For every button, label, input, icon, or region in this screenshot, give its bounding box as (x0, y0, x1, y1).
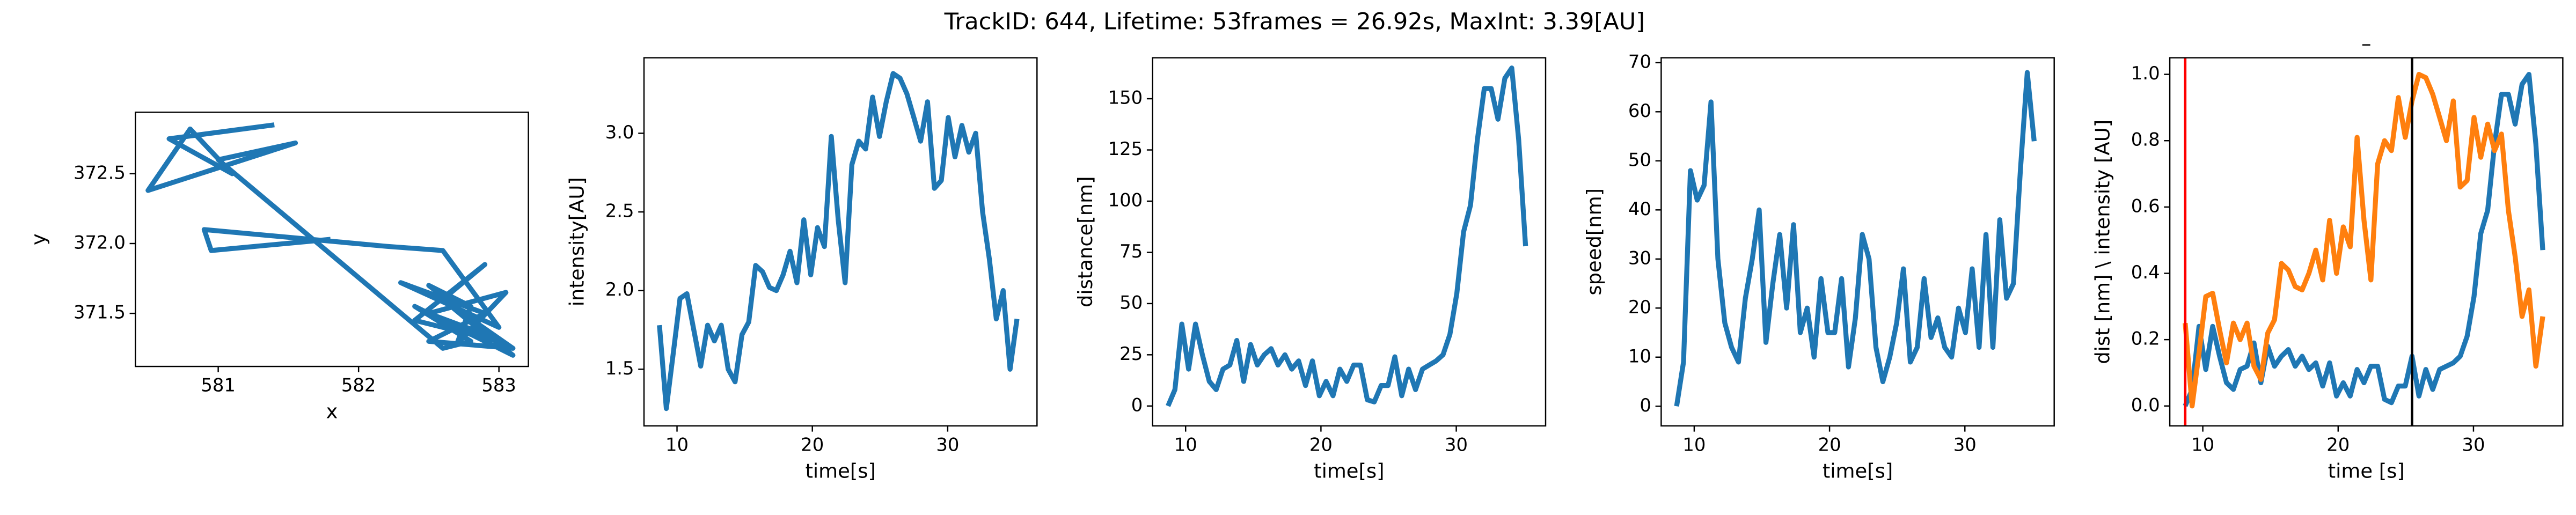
data-line (657, 71, 1020, 411)
data-line (1166, 65, 1528, 407)
y-tick-label: 60 (1628, 100, 1651, 121)
x-tick-label: 10 (2191, 434, 2214, 455)
x-axis-label: time[s] (805, 459, 875, 482)
y-tick-label: 100 (1108, 189, 1143, 210)
y-axis-label: y (27, 233, 50, 245)
y-tick-label: 0.8 (2131, 129, 2160, 150)
x-tick-label: 10 (1174, 434, 1197, 455)
x-tick-label: 30 (936, 434, 959, 455)
x-tick-label: 10 (665, 434, 689, 455)
figure-title: TrackID: 644, Lifetime: 53frames = 26.92… (944, 9, 1645, 35)
y-tick-label: 1.5 (605, 358, 634, 379)
y-tick-label: 20 (1628, 297, 1651, 318)
y-axis-label: distance[nm] (1074, 176, 1097, 308)
y-tick-label: 10 (1628, 345, 1651, 366)
y-tick-label: 50 (1628, 149, 1651, 170)
data-line (1674, 70, 2037, 407)
axes-frame (2169, 57, 2564, 427)
x-tick-label: 20 (1309, 434, 1333, 455)
axes-frame (1660, 57, 2055, 427)
data-line (2183, 72, 2545, 409)
y-tick-label: 1.0 (2131, 63, 2160, 84)
axes-frame (1152, 57, 1547, 427)
axes-title: – (2361, 32, 2371, 55)
x-axis-label: x (326, 400, 338, 423)
y-tick-label: 0.6 (2131, 195, 2160, 216)
y-tick-label: 0 (1640, 395, 1651, 416)
x-tick-label: 582 (341, 375, 376, 396)
y-tick-label: 40 (1628, 198, 1651, 219)
x-tick-label: 30 (1953, 434, 1977, 455)
x-tick-label: 583 (481, 375, 516, 396)
y-axis-label: speed[nm] (1583, 188, 1606, 296)
x-axis-label: time[s] (1314, 459, 1384, 482)
y-tick-label: 0.2 (2131, 328, 2160, 349)
x-tick-label: 30 (2462, 434, 2485, 455)
x-tick-label: 10 (1682, 434, 1706, 455)
y-tick-label: 3.0 (605, 122, 634, 143)
y-tick-label: 30 (1628, 247, 1651, 268)
y-tick-label: 371.5 (74, 302, 126, 323)
x-tick-label: 20 (801, 434, 824, 455)
axes-frame (135, 112, 529, 367)
y-axis-label: intensity[AU] (565, 177, 588, 306)
y-tick-label: 0 (1131, 394, 1143, 415)
y-tick-label: 25 (1119, 343, 1143, 364)
y-axis-label: dist [nm] \ intensity [AU] (2091, 120, 2114, 364)
x-tick-label: 30 (1445, 434, 1468, 455)
data-line (2183, 72, 2545, 407)
y-tick-label: 150 (1108, 87, 1143, 108)
y-tick-label: 0.0 (2131, 394, 2160, 415)
x-tick-label: 20 (1818, 434, 1841, 455)
x-tick-label: 581 (201, 375, 236, 396)
y-tick-label: 372.5 (74, 162, 126, 183)
y-tick-label: 70 (1628, 51, 1651, 72)
y-tick-label: 372.0 (74, 232, 126, 253)
y-tick-label: 2.0 (605, 279, 634, 300)
y-tick-label: 50 (1119, 292, 1143, 313)
y-tick-label: 125 (1108, 138, 1143, 159)
data-line (145, 122, 516, 358)
y-tick-label: 0.4 (2131, 262, 2160, 283)
x-tick-label: 20 (2326, 434, 2350, 455)
y-tick-label: 2.5 (605, 201, 634, 222)
axes-frame (643, 57, 1038, 427)
x-axis-label: time [s] (2328, 459, 2405, 482)
x-axis-label: time[s] (1823, 459, 1893, 482)
y-tick-label: 75 (1119, 241, 1143, 262)
